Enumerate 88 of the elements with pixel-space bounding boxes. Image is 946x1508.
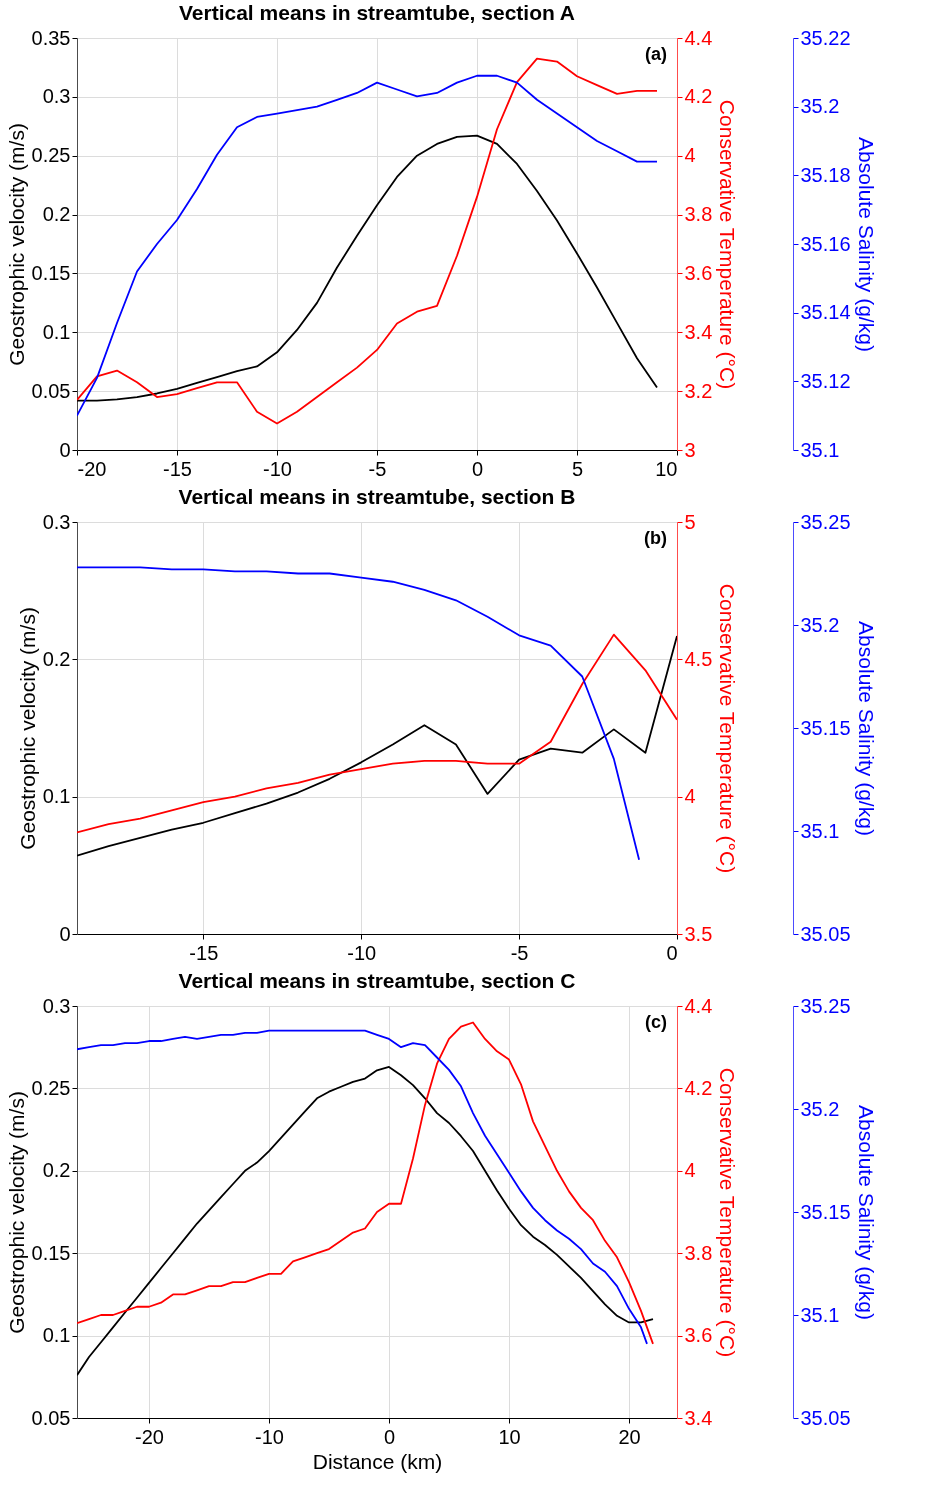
y3-tick-label: 35.25: [800, 510, 851, 533]
x-tick-label: 0: [471, 457, 484, 480]
y3-tick-label: 35.1: [800, 1303, 840, 1326]
y-tick-label: 0.25: [31, 1076, 71, 1099]
line-series: [77, 1066, 654, 1377]
y2-tick-label: 3.6: [684, 1324, 713, 1347]
y2-axis-title: Conservative Temperature (°C): [716, 99, 740, 390]
y3-tick-label: 35.05: [800, 1406, 851, 1429]
x-tick-label: -15: [189, 941, 219, 964]
x-tick-label: 10: [498, 1425, 521, 1448]
x-tick-label: -10: [263, 457, 292, 480]
annotation: (a): [645, 44, 667, 64]
y2-tick-label: 3.5: [684, 922, 713, 945]
y3-tick-label: 35.14: [800, 301, 851, 324]
y3-axis-title: Absolute Salinity (g/kg): [854, 1105, 878, 1320]
y3-tick-label: 35.05: [800, 922, 851, 945]
chart-title: Vertical means in streamtube, section C: [178, 969, 576, 992]
y-tick-label: 0.1: [42, 1324, 71, 1347]
y2-tick-label: 5: [684, 510, 696, 533]
y2-axis-title: Conservative Temperature (°C): [716, 1067, 740, 1358]
line-series: [77, 134, 658, 402]
y3-tick-label: 35.18: [800, 163, 851, 186]
y-tick-label: 0.25: [31, 144, 71, 167]
y2-tick-label: 4.4: [684, 26, 713, 49]
y-tick-label: 0.3: [42, 994, 71, 1017]
y-tick-label: 0.1: [42, 320, 71, 343]
y2-tick-label: 4.5: [684, 647, 713, 670]
y-tick-label: 0.2: [42, 203, 71, 226]
y3-tick-label: 35.2: [800, 1097, 840, 1120]
x-tick-label: -20: [77, 457, 107, 480]
x-tick-label: 10: [655, 457, 678, 480]
y-axis-title: Geostrophic velocity (m/s): [15, 607, 39, 850]
y-tick-label: 0: [59, 438, 71, 461]
y-tick-label: 0.05: [31, 379, 71, 402]
x-tick-label: -5: [510, 941, 529, 964]
y2-tick-label: 3.2: [684, 379, 713, 402]
y-tick-label: 0.2: [42, 1159, 71, 1182]
annotation: (b): [644, 528, 667, 548]
y-tick-label: 0: [59, 922, 71, 945]
x-axis-title: Distance (km): [312, 1449, 443, 1473]
y2-tick-label: 3.6: [684, 261, 713, 284]
y-tick-label: 0.15: [31, 1241, 71, 1264]
x-tick-label: -10: [347, 941, 377, 964]
x-tick-label: -15: [163, 457, 192, 480]
x-tick-label: 20: [618, 1425, 641, 1448]
y-tick-label: 0.1: [42, 785, 71, 808]
y-tick-label: 0.15: [31, 261, 71, 284]
x-tick-label: -20: [135, 1425, 164, 1448]
line-series: [77, 566, 641, 861]
y-tick-label: 0.35: [31, 26, 71, 49]
y2-tick-label: 4.2: [684, 1076, 713, 1099]
y2-tick-label: 3.4: [684, 320, 713, 343]
y-tick-label: 0.3: [42, 85, 71, 108]
x-tick-label: -10: [255, 1425, 284, 1448]
y-tick-label: 0.3: [42, 510, 71, 533]
y2-tick-label: 4: [684, 144, 696, 167]
y2-tick-label: 4.2: [684, 85, 713, 108]
y3-tick-label: 35.15: [800, 716, 851, 739]
y-axis-title: Geostrophic velocity (m/s): [4, 1091, 28, 1334]
y2-tick-label: 4: [684, 785, 696, 808]
y3-tick-label: 35.1: [800, 438, 840, 461]
y3-tick-label: 35.22: [800, 26, 851, 49]
x-tick-label: -5: [368, 457, 387, 480]
y3-tick-label: 35.1: [800, 819, 840, 842]
y3-axis-title: Absolute Salinity (g/kg): [854, 621, 878, 836]
chart-title: Vertical means in streamtube, section A: [178, 1, 576, 24]
y2-axis-title: Conservative Temperature (°C): [716, 583, 740, 874]
y3-tick-label: 35.2: [800, 95, 840, 118]
y-axis-title: Geostrophic velocity (m/s): [4, 123, 28, 366]
y3-tick-label: 35.15: [800, 1200, 851, 1223]
x-tick-label: 0: [666, 941, 678, 964]
y3-tick-label: 35.12: [800, 369, 851, 392]
y2-tick-label: 3.4: [684, 1406, 713, 1429]
x-tick-label: 5: [571, 457, 584, 480]
y3-tick-label: 35.16: [800, 232, 851, 255]
y3-tick-label: 35.25: [800, 994, 851, 1017]
y-tick-label: 0.2: [42, 647, 71, 670]
y2-tick-label: 3.8: [684, 203, 713, 226]
y3-axis-title: Absolute Salinity (g/kg): [854, 137, 878, 352]
annotation: (c): [645, 1012, 667, 1032]
y-tick-label: 0.05: [31, 1406, 71, 1429]
y2-tick-label: 4: [684, 1159, 696, 1182]
y2-tick-label: 3.8: [684, 1241, 713, 1264]
y2-tick-label: 3: [684, 438, 696, 461]
chart-title: Vertical means in streamtube, section B: [178, 485, 576, 508]
y3-tick-label: 35.2: [800, 613, 840, 636]
x-tick-label: 0: [383, 1425, 396, 1448]
y2-tick-label: 4.4: [684, 994, 713, 1017]
